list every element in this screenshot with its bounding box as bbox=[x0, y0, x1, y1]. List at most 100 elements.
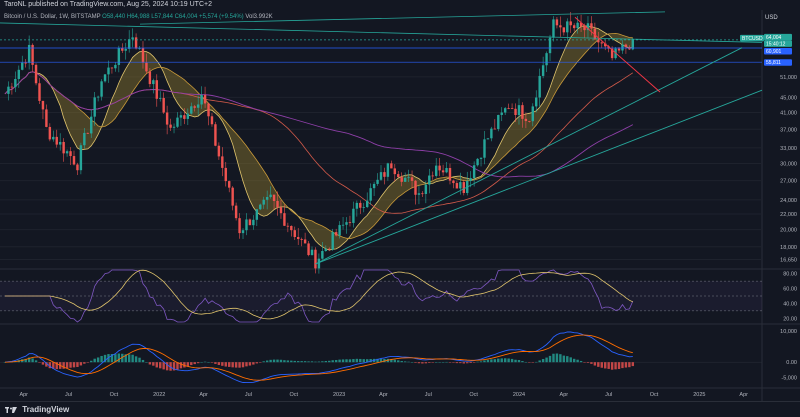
candle-body bbox=[131, 37, 134, 40]
candle-body bbox=[203, 95, 207, 104]
macd-histogram-bar bbox=[472, 362, 476, 363]
time-tick-label: Apr bbox=[379, 392, 388, 398]
macd-histogram-bar bbox=[379, 358, 383, 363]
macd-histogram-bar bbox=[100, 355, 103, 363]
candle-body bbox=[624, 44, 628, 48]
macd-histogram-bar bbox=[293, 360, 296, 363]
time-tick-label: Oct bbox=[469, 392, 478, 398]
price-tick-label: 22,000 bbox=[780, 212, 797, 218]
candle-body bbox=[307, 243, 310, 256]
candle-body bbox=[45, 109, 48, 127]
candle-body bbox=[345, 222, 348, 225]
symbol-name[interactable]: Bitcoin / U.S. Dollar, 1W, BITSTAMP bbox=[4, 14, 101, 20]
candle-body bbox=[579, 22, 583, 27]
candle-body bbox=[314, 249, 317, 269]
macd-histogram-bar bbox=[521, 361, 524, 363]
time-tick-label: Jul bbox=[245, 392, 252, 398]
candle-body bbox=[514, 108, 517, 116]
time-tick-label: 2025 bbox=[693, 392, 705, 398]
candle-body bbox=[559, 25, 562, 28]
macd-histogram-bar bbox=[514, 359, 517, 363]
macd-histogram-bar bbox=[410, 362, 414, 363]
macd-histogram-bar bbox=[307, 361, 310, 363]
macd-histogram-bar bbox=[55, 362, 58, 370]
candle-body bbox=[114, 64, 117, 69]
candle-body bbox=[300, 239, 303, 240]
candle-body bbox=[124, 48, 127, 51]
macd-histogram-bar bbox=[383, 358, 386, 363]
macd-histogram-bar bbox=[424, 362, 428, 364]
macd-histogram-bar bbox=[459, 362, 462, 364]
macd-histogram-bar bbox=[545, 357, 548, 363]
macd-histogram-bar bbox=[403, 361, 407, 363]
tradingview-logo[interactable]: TradingView bbox=[5, 405, 69, 414]
macd-histogram-bar bbox=[176, 362, 179, 370]
macd-histogram-bar bbox=[69, 362, 72, 368]
macd-histogram-bar bbox=[252, 362, 255, 365]
candle-body bbox=[31, 44, 34, 65]
rsi-tick-label: 40.00 bbox=[783, 301, 797, 307]
price-label-bg bbox=[764, 33, 792, 41]
macd-histogram-bar bbox=[248, 362, 252, 366]
macd-histogram-bar bbox=[255, 362, 259, 364]
macd-histogram-bar bbox=[517, 359, 521, 363]
macd-histogram-bar bbox=[186, 362, 190, 367]
candle-body bbox=[145, 62, 148, 72]
macd-histogram-bar bbox=[193, 362, 196, 365]
candle-body bbox=[355, 202, 359, 209]
candle-body bbox=[524, 118, 528, 122]
candle-body bbox=[448, 168, 452, 181]
macd-histogram-bar bbox=[145, 362, 148, 363]
candle-body bbox=[41, 100, 45, 110]
candle-body bbox=[521, 105, 524, 119]
macd-histogram-bar bbox=[169, 362, 172, 371]
macd-tick-label: -5,000 bbox=[781, 376, 797, 382]
macd-histogram-bar bbox=[148, 362, 152, 365]
time-tick-label: 2023 bbox=[333, 392, 345, 398]
price-chart[interactable]: 51,000 45,000 41,000 37,000 33,000 30,000 27,0… bbox=[0, 0, 800, 401]
macd-signal-line bbox=[4, 334, 633, 381]
macd-histogram-bar bbox=[276, 359, 279, 363]
time-tick-label: Oct bbox=[650, 392, 659, 398]
candle-body bbox=[583, 26, 586, 31]
candle-body bbox=[517, 105, 521, 116]
macd-histogram-bar bbox=[290, 360, 293, 363]
macd-histogram-bar bbox=[48, 362, 52, 369]
candle-body bbox=[331, 232, 334, 250]
candle-body bbox=[96, 96, 100, 98]
candle-body bbox=[562, 27, 566, 33]
trendline-upper bbox=[0, 22, 763, 43]
macd-histogram-bar bbox=[110, 354, 114, 363]
macd-histogram-bar bbox=[127, 354, 131, 363]
macd-histogram-bar bbox=[510, 358, 514, 363]
price-tick-label: 20,000 bbox=[780, 228, 797, 234]
high-value: H64,988 bbox=[126, 14, 150, 20]
macd-histogram-bar bbox=[172, 362, 176, 371]
macd-histogram-bar bbox=[624, 362, 628, 368]
rsi-tick-label: 20.00 bbox=[783, 316, 797, 322]
candle-body bbox=[359, 202, 362, 208]
macd-histogram-bar bbox=[200, 362, 203, 363]
candle-body bbox=[365, 200, 369, 208]
macd-histogram-bar bbox=[393, 359, 397, 363]
macd-histogram-bar bbox=[131, 354, 134, 363]
macd-histogram-bar bbox=[86, 362, 89, 363]
macd-histogram-bar bbox=[369, 358, 372, 363]
price-tick-label: 33,000 bbox=[780, 146, 797, 152]
candle-body bbox=[410, 177, 414, 181]
time-tick-label: Jul bbox=[65, 392, 72, 398]
time-tick-label: Oct bbox=[289, 392, 298, 398]
macd-histogram-bar bbox=[241, 362, 245, 368]
macd-histogram-bar bbox=[541, 359, 545, 363]
macd-histogram-bar bbox=[583, 362, 586, 363]
macd-histogram-bar bbox=[297, 361, 300, 363]
price-label-bg bbox=[764, 59, 792, 66]
candle-body bbox=[400, 177, 403, 182]
macd-histogram-bar bbox=[45, 362, 48, 367]
candle-body bbox=[210, 116, 214, 125]
macd-histogram-bar bbox=[562, 355, 566, 363]
candle-body bbox=[341, 224, 345, 226]
candle-body bbox=[297, 237, 300, 240]
candle-body bbox=[421, 193, 424, 195]
macd-histogram-bar bbox=[141, 359, 145, 363]
